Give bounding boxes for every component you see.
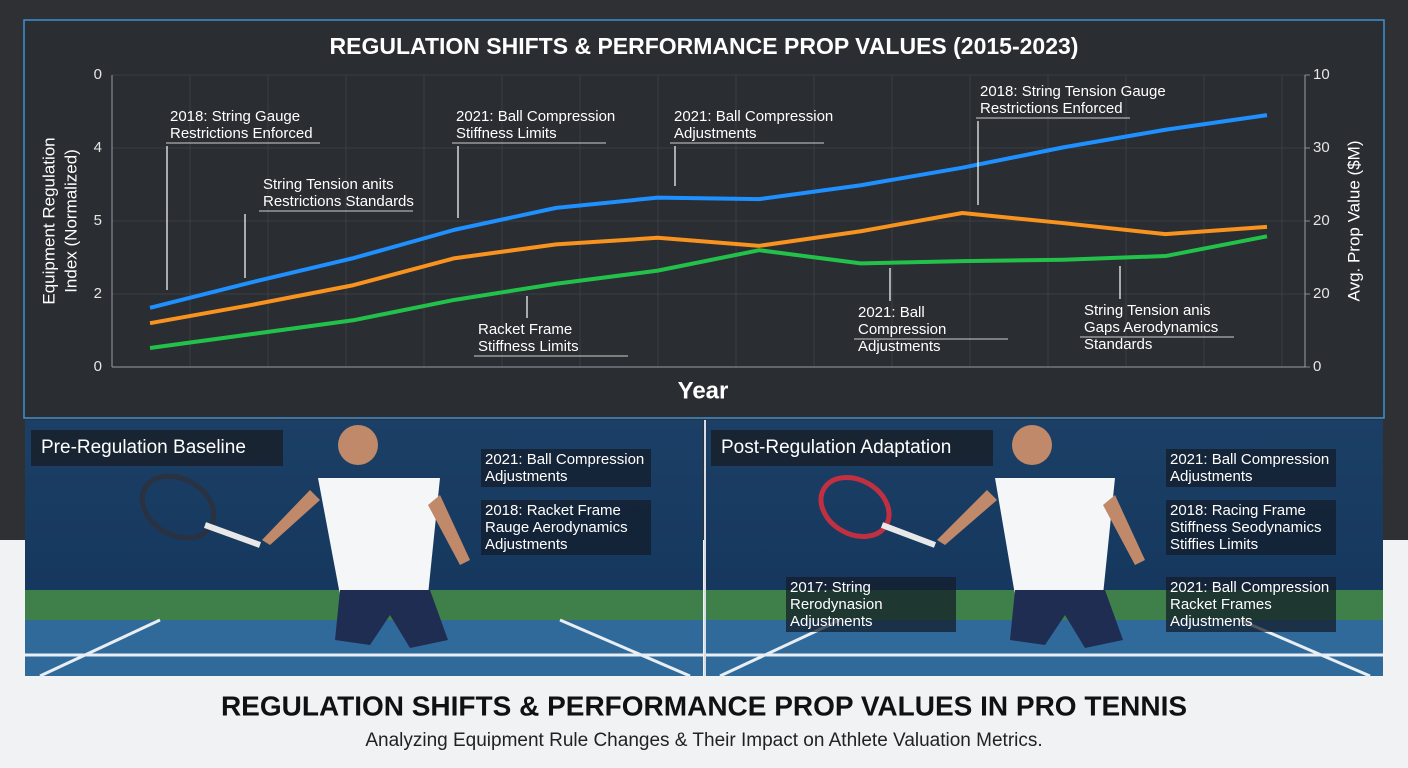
callout: 2018: Racing Frame [1170, 502, 1306, 519]
annotation: Restrictions Enforced [170, 125, 313, 142]
callout: 2017: String [790, 579, 871, 596]
callout-bg [1166, 500, 1336, 555]
panel-title: Post-Regulation Adaptation [721, 437, 951, 458]
callout: Rerodynasion [790, 596, 883, 613]
y2-tick-label: 20 [1313, 285, 1330, 302]
series-line [149, 210, 1268, 326]
callout: 2018: Racket Frame [485, 502, 621, 519]
footer-subtitle: Analyzing Equipment Rule Changes & Their… [365, 730, 1042, 751]
annotation: Stiffness Limits [478, 338, 579, 355]
annotation: String Tension anits [263, 176, 394, 193]
annotation: 2021: Ball Compression [456, 108, 615, 125]
annotation: Compression [858, 321, 946, 338]
y2-axis-label: Avg. Prop Value ($M) [1344, 141, 1363, 302]
callout: Adjustments [790, 613, 873, 630]
y-axis-label: Equipment Regulation [39, 137, 58, 304]
x-axis-label: Year [678, 377, 729, 404]
annotation: Standards [1084, 336, 1152, 353]
annotation: Restrictions Standards [263, 193, 414, 210]
panel-divider [704, 420, 706, 676]
panel-title-bg [31, 430, 283, 466]
annotation: Restrictions Enforced [980, 100, 1123, 117]
callout: Stiffies Limits [1170, 536, 1258, 553]
y-tick-label: 4 [94, 139, 102, 156]
callout: Adjustments [1170, 613, 1253, 630]
annotation: Gaps Aerodynamics [1084, 319, 1218, 336]
callout-bg [1166, 449, 1336, 487]
callout: 2021: Ball Compression [1170, 451, 1329, 468]
y-tick-label: 0 [94, 66, 102, 83]
callout: Rauge Aerodynamics [485, 519, 628, 536]
callout-bg [786, 577, 956, 632]
callout: 2021: Ball Compression [1170, 579, 1329, 596]
callout: 2021: Ball Compression [485, 451, 644, 468]
annotation: 2018: String Tension Gauge [980, 83, 1166, 100]
panel-title: Pre-Regulation Baseline [41, 437, 246, 458]
y-tick-label: 5 [94, 212, 102, 229]
y2-tick-label: 20 [1313, 212, 1330, 229]
callout-bg [1166, 577, 1336, 632]
annotation: Racket Frame [478, 321, 572, 338]
footer-title: REGULATION SHIFTS & PERFORMANCE PROP VAL… [221, 690, 1187, 721]
chart-title: REGULATION SHIFTS & PERFORMANCE PROP VAL… [330, 33, 1079, 59]
y-axis-label: Index (Normalized) [61, 149, 80, 293]
annotation: 2021: Ball Compression [674, 108, 833, 125]
callout: Stiffness Seodynamics [1170, 519, 1321, 536]
callout: Adjustments [1170, 468, 1253, 485]
annotation: Stiffness Limits [456, 125, 557, 142]
annotation: 2018: String Gauge [170, 108, 300, 125]
series-line [149, 113, 1268, 310]
annotation: Adjustments [858, 338, 941, 355]
callout: Adjustments [485, 468, 568, 485]
chart-frame [23, 19, 1385, 419]
y-tick-label: 2 [94, 285, 102, 302]
callout: Adjustments [485, 536, 568, 553]
callout-bg [481, 449, 651, 487]
callout-bg [481, 500, 651, 555]
y2-tick-label: 0 [1313, 358, 1321, 375]
annotation: Adjustments [674, 125, 757, 142]
panel-title-bg [711, 430, 993, 466]
callout: Racket Frames [1170, 596, 1272, 613]
y-tick-label: 0 [94, 358, 102, 375]
annotation: 2021: Ball [858, 304, 925, 321]
series-line [149, 234, 1268, 351]
annotation: String Tension anis [1084, 302, 1210, 319]
y2-tick-label: 30 [1313, 139, 1330, 156]
y2-tick-label: 10 [1313, 66, 1330, 83]
